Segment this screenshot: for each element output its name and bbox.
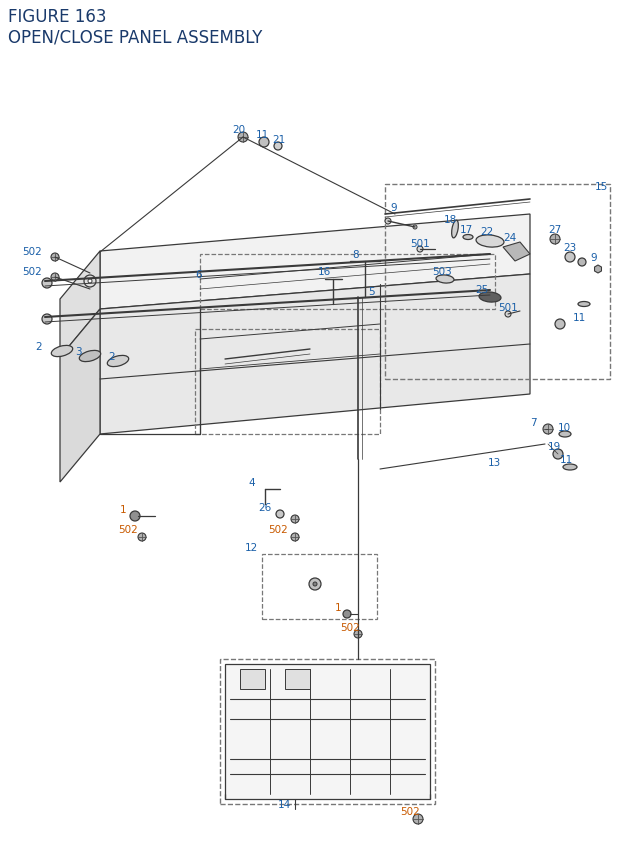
Polygon shape <box>100 275 530 435</box>
Circle shape <box>276 511 284 518</box>
Text: 16: 16 <box>318 267 332 276</box>
Circle shape <box>385 219 391 225</box>
Text: 11: 11 <box>256 130 269 139</box>
Text: 22: 22 <box>480 226 493 237</box>
Ellipse shape <box>476 236 504 248</box>
Text: 12: 12 <box>245 542 259 553</box>
Text: 3: 3 <box>75 347 82 356</box>
Circle shape <box>84 276 96 288</box>
Circle shape <box>259 138 269 148</box>
Text: 502: 502 <box>118 524 138 535</box>
Text: 501: 501 <box>498 303 518 313</box>
Text: 24: 24 <box>503 232 516 243</box>
Text: 10: 10 <box>558 423 571 432</box>
Circle shape <box>565 253 575 263</box>
Text: 5: 5 <box>368 287 374 297</box>
Text: 502: 502 <box>22 247 42 257</box>
Ellipse shape <box>108 356 129 367</box>
Text: 11: 11 <box>560 455 573 464</box>
Circle shape <box>555 319 565 330</box>
Polygon shape <box>503 243 530 262</box>
Text: 17: 17 <box>460 225 473 235</box>
Text: 6: 6 <box>195 269 202 280</box>
Circle shape <box>274 143 282 151</box>
Circle shape <box>313 582 317 586</box>
Polygon shape <box>100 214 530 310</box>
Text: 501: 501 <box>410 238 429 249</box>
Circle shape <box>238 133 248 143</box>
Text: 27: 27 <box>548 225 561 235</box>
Text: 14: 14 <box>278 799 291 809</box>
Bar <box>262 554 377 619</box>
Circle shape <box>505 312 511 318</box>
Circle shape <box>138 533 146 542</box>
Text: 1: 1 <box>120 505 127 514</box>
Text: 18: 18 <box>444 214 457 225</box>
Circle shape <box>42 314 52 325</box>
Ellipse shape <box>479 293 501 303</box>
Text: 4: 4 <box>248 478 255 487</box>
Ellipse shape <box>563 464 577 470</box>
Circle shape <box>413 814 423 824</box>
Text: 7: 7 <box>530 418 536 428</box>
Text: 502: 502 <box>268 524 288 535</box>
Polygon shape <box>60 310 100 482</box>
Ellipse shape <box>436 276 454 284</box>
Text: 502: 502 <box>340 623 360 632</box>
Circle shape <box>413 226 417 230</box>
Circle shape <box>291 516 299 523</box>
Ellipse shape <box>559 431 571 437</box>
Circle shape <box>42 279 52 288</box>
Circle shape <box>51 274 59 282</box>
Text: 11: 11 <box>573 313 586 323</box>
Text: 9: 9 <box>390 202 397 213</box>
Text: OPEN/CLOSE PANEL ASSEMBLY: OPEN/CLOSE PANEL ASSEMBLY <box>8 28 262 46</box>
Text: 2: 2 <box>35 342 42 351</box>
Text: 23: 23 <box>563 243 576 253</box>
Text: 20: 20 <box>232 125 245 135</box>
Text: 13: 13 <box>488 457 501 468</box>
Circle shape <box>550 235 560 245</box>
Polygon shape <box>285 669 310 689</box>
Ellipse shape <box>578 302 590 307</box>
Circle shape <box>343 610 351 618</box>
Ellipse shape <box>452 221 458 238</box>
Circle shape <box>354 630 362 638</box>
Circle shape <box>88 280 92 283</box>
Circle shape <box>543 424 553 435</box>
Circle shape <box>130 511 140 522</box>
Circle shape <box>553 449 563 460</box>
Text: 19: 19 <box>548 442 561 451</box>
Text: 25: 25 <box>475 285 488 294</box>
Circle shape <box>291 533 299 542</box>
Text: 9: 9 <box>590 253 596 263</box>
Text: 15: 15 <box>595 182 608 192</box>
Circle shape <box>578 258 586 267</box>
Polygon shape <box>240 669 265 689</box>
Text: 8: 8 <box>352 250 358 260</box>
Circle shape <box>309 579 321 591</box>
Bar <box>220 660 435 804</box>
Bar <box>195 330 380 435</box>
Polygon shape <box>225 664 430 799</box>
Ellipse shape <box>463 235 473 240</box>
Text: 1: 1 <box>335 603 342 612</box>
Text: 503: 503 <box>432 267 452 276</box>
Bar <box>385 185 610 380</box>
Text: 26: 26 <box>258 503 271 512</box>
Polygon shape <box>60 251 100 357</box>
Bar <box>200 255 495 310</box>
Text: 2: 2 <box>108 351 115 362</box>
Text: 502: 502 <box>22 267 42 276</box>
Text: 21: 21 <box>272 135 285 145</box>
Text: FIGURE 163: FIGURE 163 <box>8 8 106 26</box>
Ellipse shape <box>51 346 73 357</box>
Ellipse shape <box>79 351 100 362</box>
Circle shape <box>417 247 423 253</box>
Text: 502: 502 <box>400 806 420 816</box>
Circle shape <box>51 254 59 262</box>
